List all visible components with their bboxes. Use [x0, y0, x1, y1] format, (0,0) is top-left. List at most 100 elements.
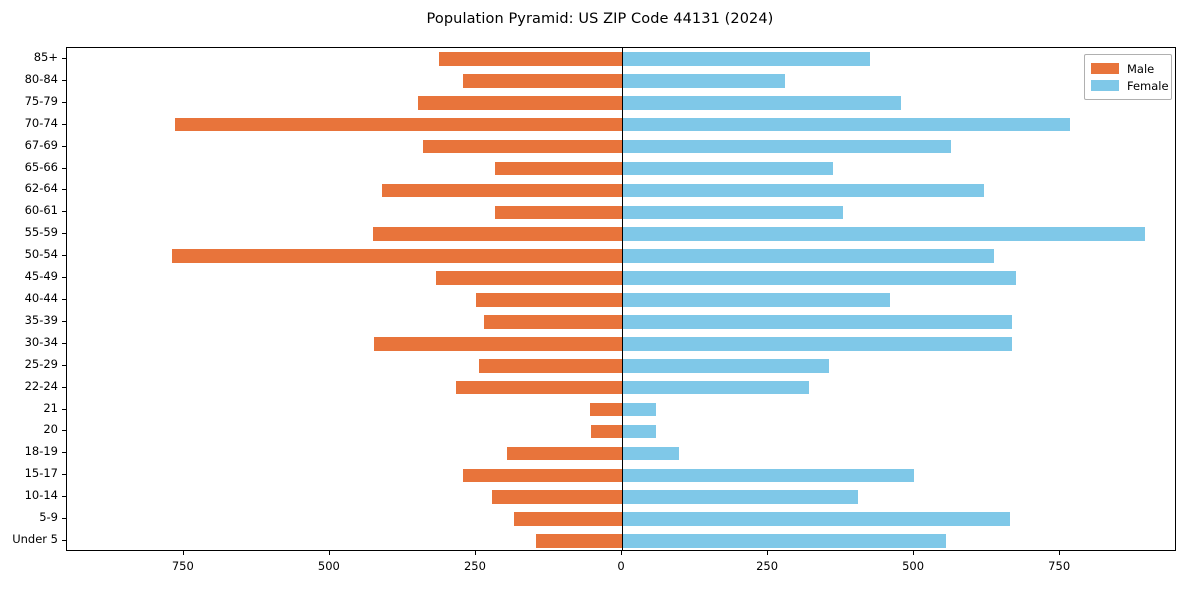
bar-female-20[interactable] [622, 424, 656, 439]
bar-male-22-24[interactable] [455, 380, 622, 395]
bar-male-70-74[interactable] [175, 117, 622, 132]
y-tick-mark [62, 387, 66, 388]
bar-male-60-61[interactable] [495, 205, 622, 220]
bar-male-10-14[interactable] [492, 490, 622, 504]
legend-item-female[interactable]: Female [1091, 77, 1169, 94]
legend-label-male: Male [1127, 61, 1155, 76]
pyramid-row [67, 380, 1175, 395]
pyramid-row [67, 205, 1175, 220]
pyramid-row [67, 183, 1175, 198]
pyramid-row [67, 424, 1175, 439]
zero-axis-line [622, 48, 623, 550]
pyramid-row [67, 161, 1175, 176]
pyramid-row [67, 52, 1175, 66]
bar-female-45-49[interactable] [622, 271, 1016, 285]
pyramid-row [67, 249, 1175, 263]
bar-female-80-84[interactable] [622, 74, 785, 88]
bar-female-under-5[interactable] [622, 534, 947, 548]
y-tick-label-25-29: 25-29 [24, 356, 58, 371]
y-tick-label-18-19: 18-19 [24, 444, 58, 459]
y-tick-label-10-14: 10-14 [24, 488, 58, 503]
pyramid-row [67, 337, 1175, 351]
bar-female-85-[interactable] [622, 52, 870, 66]
bar-male-35-39[interactable] [483, 315, 622, 329]
y-tick-mark [62, 299, 66, 300]
x-tick-label-4: 250 [756, 559, 779, 573]
x-tick-mark [182, 551, 184, 555]
y-tick-mark [62, 540, 66, 541]
bar-male-40-44[interactable] [475, 293, 622, 307]
bar-male-15-17[interactable] [463, 468, 622, 483]
bar-female-30-34[interactable] [622, 337, 1013, 351]
bar-female-35-39[interactable] [622, 315, 1013, 329]
bar-male-85-[interactable] [439, 52, 622, 66]
y-tick-label-85-: 85+ [33, 49, 58, 64]
bar-female-62-64[interactable] [622, 183, 985, 198]
bar-female-10-14[interactable] [622, 490, 859, 504]
y-tick-label-15-17: 15-17 [24, 466, 58, 481]
plot-area [66, 47, 1176, 551]
bar-male-50-54[interactable] [172, 249, 622, 263]
x-tick-label-1: 500 [317, 559, 340, 573]
bar-female-60-61[interactable] [622, 205, 843, 220]
bar-female-55-59[interactable] [622, 227, 1146, 242]
bar-female-50-54[interactable] [622, 249, 995, 263]
legend-item-male[interactable]: Male [1091, 60, 1165, 77]
bar-male-under-5[interactable] [535, 534, 622, 548]
bar-male-75-79[interactable] [417, 95, 622, 110]
x-tick-label-5: 500 [902, 559, 925, 573]
y-tick-mark [62, 474, 66, 475]
x-tick-mark [474, 551, 476, 555]
bar-female-65-66[interactable] [622, 161, 834, 176]
pyramid-row [67, 95, 1175, 110]
bar-male-25-29[interactable] [478, 358, 622, 373]
bar-female-21[interactable] [622, 402, 656, 417]
y-tick-label-65-66: 65-66 [24, 159, 58, 174]
pyramid-row [67, 74, 1175, 88]
bar-male-80-84[interactable] [462, 74, 622, 88]
pyramid-row [67, 139, 1175, 154]
bar-male-30-34[interactable] [373, 337, 622, 351]
bar-male-21[interactable] [589, 402, 622, 417]
bar-female-75-79[interactable] [622, 95, 901, 110]
bar-male-45-49[interactable] [436, 271, 622, 285]
y-tick-mark [62, 496, 66, 497]
bar-female-40-44[interactable] [622, 293, 890, 307]
bar-female-67-69[interactable] [622, 139, 951, 154]
y-tick-mark [62, 189, 66, 190]
pyramid-row [67, 468, 1175, 483]
y-tick-label-62-64: 62-64 [24, 181, 58, 196]
y-tick-mark [62, 277, 66, 278]
x-tick-label-2: 250 [463, 559, 486, 573]
y-tick-mark [62, 430, 66, 431]
bar-male-62-64[interactable] [382, 183, 622, 198]
bar-male-20[interactable] [591, 424, 622, 439]
y-tick-label-21: 21 [43, 400, 58, 415]
chart-title: Population Pyramid: US ZIP Code 44131 (2… [426, 11, 774, 27]
y-tick-mark [62, 124, 66, 125]
x-tick-mark [767, 551, 769, 555]
bar-male-67-69[interactable] [423, 139, 622, 154]
y-tick-mark [62, 233, 66, 234]
bar-female-25-29[interactable] [622, 358, 830, 373]
bar-female-70-74[interactable] [622, 117, 1071, 132]
bar-male-55-59[interactable] [373, 227, 622, 242]
bar-female-18-19[interactable] [622, 446, 680, 461]
x-tick-mark [621, 551, 622, 555]
y-tick-mark [62, 80, 66, 81]
y-tick-mark [62, 255, 66, 256]
bar-female-15-17[interactable] [622, 468, 915, 483]
bar-male-5-9[interactable] [513, 512, 622, 526]
bar-male-18-19[interactable] [507, 446, 622, 461]
y-tick-label-55-59: 55-59 [24, 225, 58, 240]
y-tick-label-45-49: 45-49 [24, 269, 58, 284]
x-tick-label-3: 0 [617, 559, 625, 573]
bar-female-22-24[interactable] [622, 380, 809, 395]
y-tick-mark [62, 211, 66, 212]
pyramid-row [67, 402, 1175, 417]
y-tick-mark [62, 146, 66, 147]
bar-male-65-66[interactable] [495, 161, 622, 176]
y-tick-label-50-54: 50-54 [24, 247, 58, 262]
bar-female-5-9[interactable] [622, 512, 1010, 526]
pyramid-row [67, 534, 1175, 548]
